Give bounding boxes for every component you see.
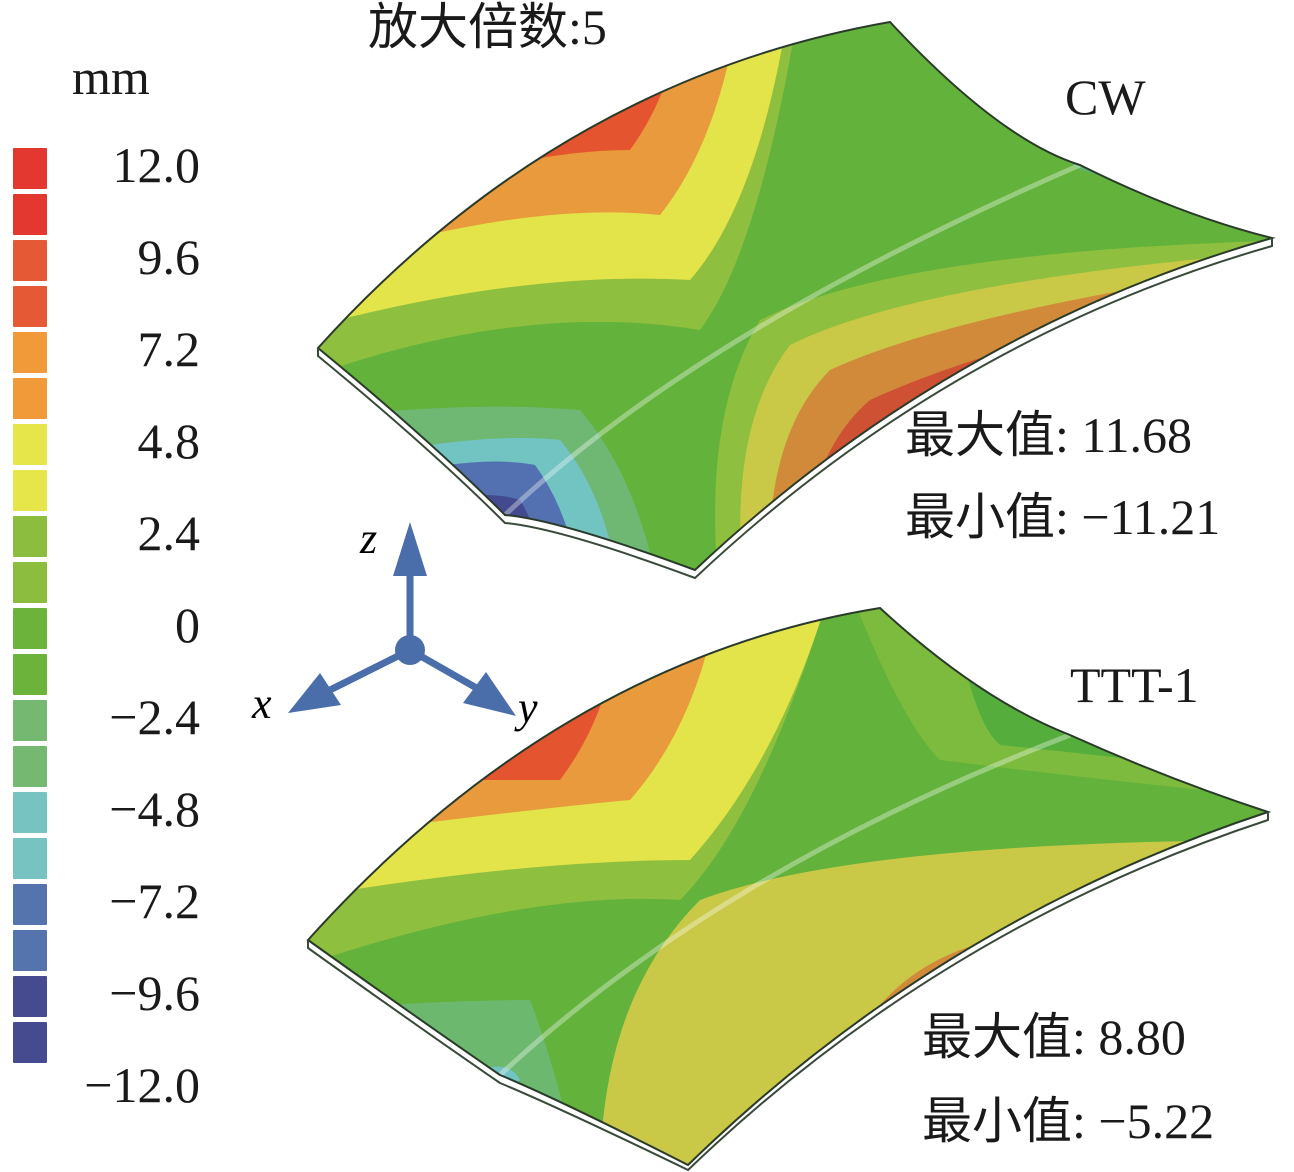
legend-swatch (13, 654, 47, 695)
legend-swatch (13, 332, 47, 373)
legend-tick-label: −2.4 (109, 689, 200, 745)
legend-swatch (13, 286, 47, 327)
ridge-line (498, 732, 1071, 1077)
legend-tick-label: −9.6 (109, 965, 200, 1021)
magnification-title: 放大倍数:5 (368, 0, 607, 55)
legend-swatch (13, 240, 47, 281)
y-axis-label: y (514, 683, 538, 732)
legend-swatch (13, 976, 47, 1017)
band-cyan (318, 438, 620, 570)
plate-ttt1-edge (307, 812, 1269, 1172)
legend-tick-label: 0 (175, 597, 200, 653)
axis-triad: z x y (251, 514, 538, 732)
legend-swatch (13, 792, 47, 833)
legend-tick-label: 4.8 (137, 413, 201, 469)
max-value: 8.80 (1098, 1009, 1186, 1065)
legend-tick-label: 2.4 (137, 505, 201, 561)
legend-swatch (13, 884, 47, 925)
legend-swatch (13, 470, 47, 511)
legend-tick-label: 9.6 (137, 229, 201, 285)
legend-unit-label: mm (72, 49, 150, 105)
legend-tick-label: 12.0 (112, 137, 201, 193)
min-label: 最小值: (905, 489, 1069, 545)
legend-swatch (13, 700, 47, 741)
legend-tick-label: −7.2 (109, 873, 200, 929)
ttt1-min-stat: 最小值: −5.22 (922, 1096, 1214, 1146)
max-value: 11.68 (1081, 407, 1193, 463)
ridge-line (503, 162, 1081, 517)
model-name-cw: CW (1065, 69, 1146, 125)
legend-swatch (13, 1022, 47, 1063)
min-label: 最小值: (922, 1093, 1086, 1149)
min-value: −5.22 (1098, 1093, 1215, 1149)
legend-swatch (13, 148, 47, 189)
legend-swatch (13, 378, 47, 419)
min-value: −11.21 (1081, 489, 1221, 545)
legend-swatch (13, 608, 47, 649)
legend-swatch (13, 746, 47, 787)
legend-tick-label: −12.0 (84, 1057, 200, 1113)
legend-swatch (13, 930, 47, 971)
x-axis-label: x (251, 679, 272, 728)
origin-dot (395, 635, 425, 665)
x-axis-arrowhead (288, 673, 341, 713)
model-name-ttt1: TTT-1 (1070, 657, 1199, 713)
z-axis-arrowhead (393, 522, 427, 576)
legend-swatch (13, 194, 47, 235)
legend-tick-label: −4.8 (109, 781, 200, 837)
legend-swatch (13, 562, 47, 603)
legend-swatch (13, 838, 47, 879)
z-axis-label: z (359, 514, 377, 563)
legend-swatch (13, 424, 47, 465)
legend-swatch (13, 516, 47, 557)
cw-max-stat: 最大值: 11.68 (905, 410, 1192, 460)
plate-cw-edge (317, 238, 1273, 580)
ttt1-max-stat: 最大值: 8.80 (922, 1012, 1186, 1062)
band-green-gray (308, 1000, 580, 1165)
y-axis-arrowhead (463, 672, 516, 716)
cw-min-stat: 最小值: −11.21 (905, 492, 1220, 542)
legend-tick-label: 7.2 (137, 321, 201, 377)
max-label: 最大值: (922, 1009, 1086, 1065)
max-label: 最大值: (905, 407, 1069, 463)
